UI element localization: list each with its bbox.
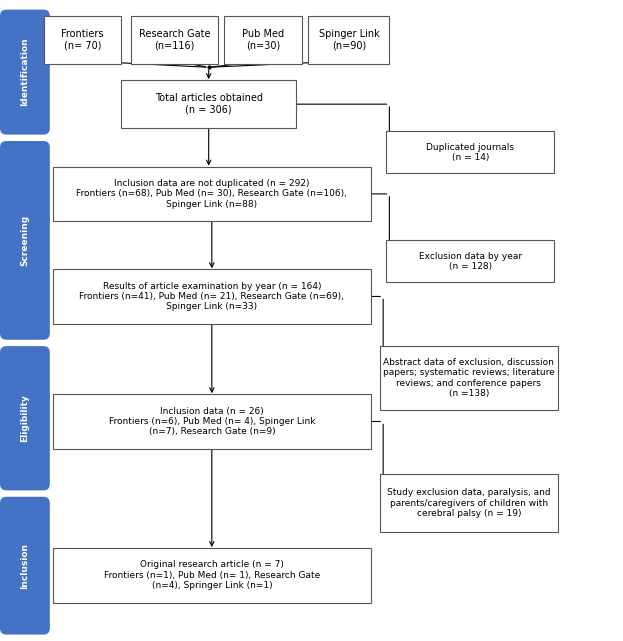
FancyBboxPatch shape	[53, 167, 371, 221]
Text: Frontiers
(n= 70): Frontiers (n= 70)	[61, 29, 104, 51]
FancyBboxPatch shape	[131, 16, 218, 64]
Text: Abstract data of exclusion, discussion
papers; systematic reviews; literature
re: Abstract data of exclusion, discussion p…	[383, 358, 554, 398]
Text: Results of article examination by year (n = 164)
Frontiers (n=41), Pub Med (n= 2: Results of article examination by year (…	[79, 281, 345, 312]
Text: Original research article (n = 7)
Frontiers (n=1), Pub Med (n= 1), Research Gate: Original research article (n = 7) Fronti…	[103, 560, 320, 590]
FancyBboxPatch shape	[0, 497, 50, 635]
Text: Total articles obtained
(n = 306): Total articles obtained (n = 306)	[155, 94, 263, 115]
Text: Pub Med
(n=30): Pub Med (n=30)	[242, 29, 284, 51]
FancyBboxPatch shape	[0, 10, 50, 135]
FancyBboxPatch shape	[386, 240, 554, 282]
Text: Inclusion data (n = 26)
Frontiers (n=6), Pub Med (n= 4), Spinger Link
(n=7), Res: Inclusion data (n = 26) Frontiers (n=6),…	[108, 406, 315, 437]
Text: Duplicated journals
(n = 14): Duplicated journals (n = 14)	[426, 142, 515, 162]
FancyBboxPatch shape	[308, 16, 389, 64]
FancyBboxPatch shape	[386, 131, 554, 173]
FancyBboxPatch shape	[53, 548, 371, 603]
FancyBboxPatch shape	[53, 394, 371, 449]
FancyBboxPatch shape	[224, 16, 302, 64]
FancyBboxPatch shape	[0, 346, 50, 490]
FancyBboxPatch shape	[53, 269, 371, 324]
FancyBboxPatch shape	[121, 80, 296, 128]
Text: Exclusion data by year
(n = 128): Exclusion data by year (n = 128)	[419, 251, 522, 271]
FancyBboxPatch shape	[0, 141, 50, 340]
Text: Research Gate
(n=116): Research Gate (n=116)	[139, 29, 210, 51]
Text: Eligibility: Eligibility	[21, 394, 29, 442]
FancyBboxPatch shape	[380, 474, 558, 532]
Text: Inclusion: Inclusion	[21, 543, 29, 588]
Text: Study exclusion data, paralysis, and
parents/caregivers of children with
cerebra: Study exclusion data, paralysis, and par…	[387, 488, 551, 518]
FancyBboxPatch shape	[380, 346, 558, 410]
Text: Spinger Link
(n=90): Spinger Link (n=90)	[318, 29, 379, 51]
Text: Screening: Screening	[21, 215, 29, 266]
Text: Identification: Identification	[21, 38, 29, 106]
Text: Inclusion data are not duplicated (n = 292)
Frontiers (n=68), Pub Med (n= 30), R: Inclusion data are not duplicated (n = 2…	[77, 179, 347, 209]
FancyBboxPatch shape	[44, 16, 121, 64]
